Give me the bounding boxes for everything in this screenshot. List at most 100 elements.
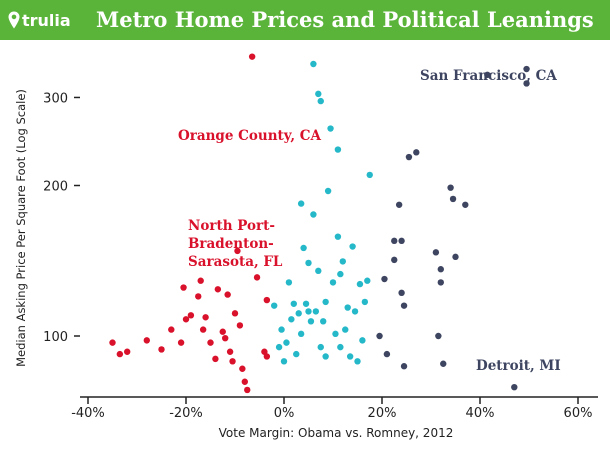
data-point <box>523 65 530 73</box>
data-point <box>322 298 329 306</box>
trulia-logo[interactable]: trulia <box>8 9 71 31</box>
data-point <box>432 249 440 256</box>
data-point <box>364 277 371 284</box>
y-tick-label: 200 <box>43 180 68 195</box>
data-point <box>278 326 285 333</box>
data-point <box>199 326 207 333</box>
data-point <box>447 184 454 191</box>
data-point <box>334 146 342 153</box>
data-point <box>168 326 175 333</box>
data-point <box>317 343 324 351</box>
data-points <box>109 53 530 394</box>
data-point <box>307 318 315 325</box>
data-point <box>332 330 339 338</box>
data-point <box>334 233 342 240</box>
data-point <box>354 358 361 365</box>
data-point <box>124 348 131 355</box>
data-point <box>158 346 165 353</box>
data-point <box>339 258 346 265</box>
data-point <box>224 291 231 298</box>
data-point <box>222 334 229 342</box>
data-point <box>285 279 293 286</box>
data-point <box>359 337 366 344</box>
data-point <box>248 53 256 60</box>
data-point <box>437 266 444 273</box>
data-point <box>195 293 202 300</box>
data-point <box>435 332 442 340</box>
data-point <box>351 308 359 315</box>
y-tick-label: 300 <box>43 91 68 106</box>
data-point <box>391 237 398 245</box>
data-point <box>234 247 241 255</box>
data-point <box>182 316 190 323</box>
data-point <box>405 153 413 161</box>
header-banner: trulia Metro Home Prices and Political L… <box>0 0 610 40</box>
data-point <box>288 316 295 323</box>
x-axis-label: Vote Margin: Obama vs. Romney, 2012 <box>219 426 454 440</box>
y-tick-label: 100 <box>43 330 68 345</box>
data-point <box>180 284 187 291</box>
x-axis-ticks: -40% -20% 0% 20% 40% 60% <box>71 397 592 421</box>
data-point <box>484 71 491 79</box>
data-point <box>511 383 518 391</box>
data-point <box>312 308 320 315</box>
data-point <box>253 274 261 281</box>
data-point <box>263 296 271 304</box>
x-tick-label: 20% <box>368 406 397 421</box>
data-point <box>398 289 405 297</box>
data-point <box>214 286 222 293</box>
data-point <box>271 302 278 309</box>
data-point <box>329 279 337 286</box>
data-point <box>212 355 219 363</box>
data-point <box>400 363 408 370</box>
annotation-label: North Port- <box>188 218 275 234</box>
data-point <box>283 339 290 346</box>
data-point <box>395 201 403 208</box>
data-point <box>376 332 383 340</box>
x-tick-label: 0% <box>274 406 295 421</box>
annotation-label: Detroit, MI <box>476 358 561 374</box>
data-point <box>344 304 351 311</box>
data-point <box>337 270 344 278</box>
y-tick-label: 400 <box>43 40 68 44</box>
scatter-chart: -40%-20%0%20%40%60% 100200300400500600 S… <box>14 40 598 440</box>
data-point <box>452 253 459 261</box>
data-point <box>261 348 268 355</box>
chart-title: Metro Home Prices and Political Leanings <box>96 7 594 32</box>
data-point <box>349 243 356 250</box>
data-point <box>116 350 124 358</box>
data-point <box>305 308 312 315</box>
data-point <box>143 337 150 344</box>
annotation-label: Bradenton- <box>188 236 274 252</box>
x-tick-label: 40% <box>466 406 495 421</box>
data-point <box>342 326 349 333</box>
data-point <box>398 237 405 245</box>
data-point <box>383 350 391 358</box>
annotation-label: Sarasota, FL <box>188 254 283 270</box>
annotations: San Francisco, CA Orange County, CA North … <box>178 68 561 374</box>
data-point <box>275 343 283 351</box>
data-point <box>187 312 195 319</box>
data-point <box>310 211 317 218</box>
annotation-label: San Francisco, CA <box>420 68 557 84</box>
data-point <box>241 378 248 385</box>
y-axis-label: Median Asking Price Per Square Foot (Log… <box>14 89 28 367</box>
data-point <box>462 201 469 208</box>
data-point <box>263 353 271 360</box>
data-point <box>356 280 364 288</box>
data-point <box>177 339 185 346</box>
x-tick-label: -40% <box>71 406 105 421</box>
y-axis-ticks: 100200300400500600 <box>43 40 80 345</box>
data-point <box>322 353 329 360</box>
data-point <box>346 353 354 360</box>
data-point <box>297 330 305 338</box>
data-point <box>437 279 444 286</box>
data-point <box>302 300 310 307</box>
data-point <box>315 267 322 275</box>
data-point <box>236 322 244 329</box>
data-point <box>337 343 344 351</box>
data-point <box>244 386 251 394</box>
data-point <box>317 97 324 105</box>
data-point <box>413 149 420 156</box>
data-point <box>400 302 408 309</box>
